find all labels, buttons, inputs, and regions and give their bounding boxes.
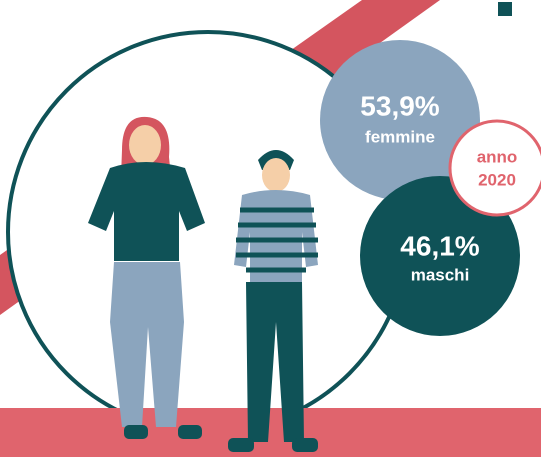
female-label: femmine bbox=[365, 127, 435, 146]
year-badge-year: 2020 bbox=[478, 170, 516, 189]
year-badge-label: anno bbox=[477, 147, 518, 166]
male-percent: 46,1% bbox=[400, 230, 479, 261]
corner-icon bbox=[498, 2, 512, 16]
female-percent: 53,9% bbox=[360, 90, 439, 121]
year-badge bbox=[450, 121, 541, 215]
infographic: 53,9% femmine 46,1% maschi anno 2020 bbox=[0, 0, 541, 457]
male-label: maschi bbox=[411, 265, 470, 284]
floor-band bbox=[0, 408, 541, 457]
